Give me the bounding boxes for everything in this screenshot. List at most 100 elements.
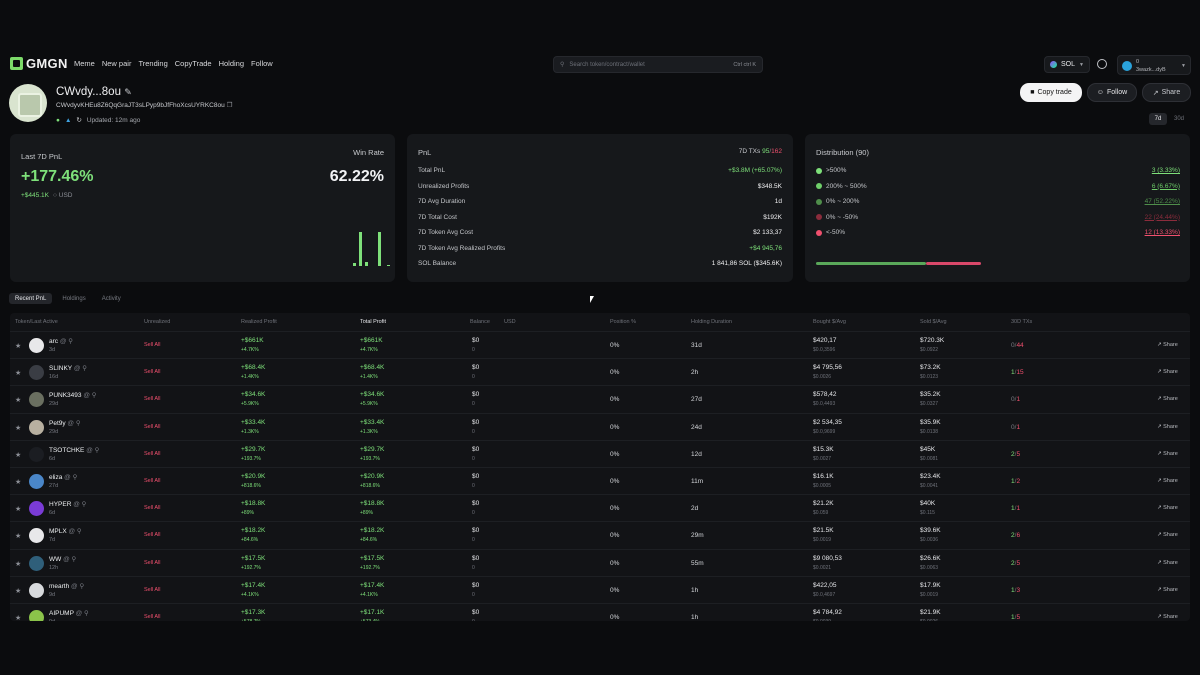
tab-activity[interactable]: Activity [101, 295, 121, 302]
col-position[interactable]: Position % [610, 319, 636, 325]
star-icon[interactable]: ★ [15, 424, 22, 432]
star-icon[interactable]: ★ [15, 560, 22, 568]
col-usd[interactable]: USD [504, 319, 516, 325]
table-row[interactable]: ★ WW @ ⚲ 12h Sell All +$17.5K +192.7% +$17.5K +… [10, 548, 1190, 576]
row-share-button[interactable]: ↗ Share [1157, 342, 1178, 348]
col-bought[interactable]: Bought $/Avg [813, 319, 846, 325]
star-icon[interactable]: ★ [15, 397, 22, 405]
star-icon[interactable]: ★ [15, 587, 22, 595]
link-icon[interactable]: @ ⚲ [58, 338, 74, 345]
star-icon[interactable]: ★ [15, 343, 22, 350]
nav-meme[interactable]: Meme [74, 59, 95, 68]
row-share-button[interactable]: ↗ Share [1157, 614, 1178, 620]
col-unrealized[interactable]: Unrealized [144, 319, 171, 325]
row-share-button[interactable]: ↗ Share [1157, 560, 1178, 566]
row-share-button[interactable]: ↗ Share [1157, 369, 1178, 375]
row-share-button[interactable]: ↗ Share [1157, 505, 1178, 511]
token-name-wrap[interactable]: TSOTCHKE @ ⚲ [49, 446, 99, 454]
star-icon[interactable]: ★ [15, 370, 22, 378]
sell-all-button[interactable]: Sell All [144, 450, 161, 457]
token-name-wrap[interactable]: AIPUMP @ ⚲ [49, 609, 89, 617]
usd-toggle[interactable]: ○ USD [53, 192, 73, 199]
refresh-icon[interactable]: ↻ [76, 117, 82, 124]
tab-recent-pnl[interactable]: Recent PnL [9, 293, 53, 304]
link-icon[interactable]: @ ⚲ [81, 392, 97, 400]
token-name-wrap[interactable]: SLINKY @ ⚲ [49, 364, 87, 372]
distribution-value[interactable]: 12 (13.33%) [1144, 229, 1180, 236]
token-name-wrap[interactable]: mearth @ ⚲ [49, 582, 84, 590]
col-realized[interactable]: Realized Profit [241, 319, 277, 325]
sell-all-button[interactable]: Sell All [144, 478, 161, 484]
token-name-wrap[interactable]: MPLX @ ⚲ [49, 527, 82, 535]
table-row[interactable]: ★ eliza @ ⚲ 27d Sell All +$20.9K +818.6% +$20.… [10, 467, 1190, 494]
star-icon[interactable]: ★ [15, 451, 22, 459]
col-total[interactable]: Total Profit [360, 319, 386, 325]
table-row[interactable]: ★ arc @ ⚲ 3d Sell All +$661K +4.7K% +$661K +4.7… [10, 331, 1190, 358]
token-name-wrap[interactable]: arc @ ⚲ [49, 337, 73, 345]
token-name-wrap[interactable]: HYPER @ ⚲ [49, 500, 86, 508]
table-row[interactable]: ★ AIPUMP @ ⚲ 9d Sell All +$17.3K +578.7% +$17.… [10, 603, 1190, 621]
settings-icon[interactable] [1097, 59, 1107, 69]
star-icon[interactable]: ★ [15, 506, 22, 514]
sell-all-button[interactable]: Sell All [144, 532, 161, 539]
col-sold[interactable]: Sold $/Avg [920, 319, 947, 325]
sell-all-button[interactable]: Sell All [144, 586, 161, 593]
nav-holding[interactable]: Holding [218, 59, 245, 68]
token-name-wrap[interactable]: PUNK3493 @ ⚲ [49, 391, 97, 399]
star-icon[interactable]: ★ [15, 615, 22, 621]
table-row[interactable]: ★ HYPER @ ⚲ 6d Sell All +$18.8K +89% +$18.8K +8… [10, 494, 1190, 521]
row-share-button[interactable]: ↗ Share [1157, 532, 1178, 538]
sell-all-button[interactable]: Sell All [144, 369, 161, 376]
link-icon[interactable]: @ ⚲ [69, 582, 85, 590]
star-icon[interactable]: ★ [15, 533, 22, 541]
sell-all-button[interactable]: Sell All [144, 396, 161, 403]
logo[interactable]: GMGN [10, 56, 68, 71]
link-icon[interactable]: @ ⚲ [73, 610, 89, 617]
distribution-value[interactable]: 47 (52.22%) [1144, 198, 1180, 205]
star-icon[interactable]: ★ [15, 479, 22, 486]
row-share-button[interactable]: ↗ Share [1157, 587, 1178, 593]
distribution-value[interactable]: 22 (24.44%) [1144, 213, 1180, 221]
share-button[interactable]: ↗ Share [1142, 83, 1191, 102]
edit-icon[interactable]: ✎ [124, 87, 132, 97]
sell-all-button[interactable]: Sell All [144, 423, 161, 430]
table-row[interactable]: ★ PUNK3493 @ ⚲ 29d Sell All +$34.6K +5.9K% +$3… [10, 385, 1190, 412]
sell-all-button[interactable]: Sell All [144, 505, 161, 512]
row-share-button[interactable]: ↗ Share [1157, 451, 1178, 457]
link-icon[interactable]: @ ⚲ [61, 555, 77, 563]
row-share-button[interactable]: ↗ Share [1157, 424, 1178, 430]
distribution-value[interactable]: 3 (3.33%) [1151, 167, 1180, 174]
token-name-wrap[interactable]: eliza @ ⚲ [49, 473, 77, 481]
link-icon[interactable]: @ ⚲ [72, 365, 87, 373]
follow-button[interactable]: ☺ Follow [1087, 83, 1137, 102]
row-share-button[interactable]: ↗ Share [1157, 478, 1178, 484]
copy-trade-button[interactable]: ■ Copy trade [1020, 83, 1082, 102]
period-7d[interactable]: 7d [1149, 113, 1167, 125]
search-input[interactable]: ⚲ Search token/contract/wallet Ctrl ctrl… [553, 56, 763, 73]
link-icon[interactable]: @ ⚲ [62, 474, 78, 481]
col-txs[interactable]: 30D TXs [1011, 319, 1033, 325]
sell-all-button[interactable]: Sell All [144, 559, 161, 566]
sell-all-button[interactable]: Sell All [144, 342, 161, 348]
link-icon[interactable]: @ ⚲ [71, 501, 87, 509]
distribution-value[interactable]: 6 (6.67%) [1151, 182, 1180, 190]
copy-icon[interactable]: ❐ [226, 102, 233, 109]
token-name-wrap[interactable]: WW @ ⚲ [49, 555, 76, 563]
link-icon[interactable]: @ ⚲ [84, 446, 100, 454]
table-row[interactable]: ★ SLINKY @ ⚲ 16d Sell All +$68.4K +1.4K% +$68.… [10, 358, 1190, 385]
sell-all-button[interactable]: Sell All [144, 614, 161, 620]
row-share-button[interactable]: ↗ Share [1157, 396, 1178, 402]
period-30d[interactable]: 30d [1173, 116, 1184, 122]
tab-holdings[interactable]: Holdings [62, 295, 86, 302]
nav-follow[interactable]: Follow [251, 59, 273, 68]
chain-selector[interactable]: SOL ▼ [1044, 56, 1090, 73]
table-row[interactable]: ★ MPLX @ ⚲ 7d Sell All +$18.2K +84.6% +$18.2K +… [10, 521, 1190, 548]
table-row[interactable]: ★ mearth @ ⚲ 9d Sell All +$17.4K +4.1K% +$17.4… [10, 575, 1190, 603]
table-row[interactable]: ★ Pet9y @ ⚲ 29d Sell All +$33.4K +1.3K% +$33.4… [10, 412, 1190, 440]
nav-copytrade[interactable]: CopyTrade [174, 59, 212, 68]
nav-trending[interactable]: Trending [138, 59, 168, 68]
nav-new-pair[interactable]: New pair [101, 59, 132, 68]
wallet-button[interactable]: 0 3wazk...dyB ▼ [1117, 55, 1191, 75]
link-icon[interactable]: @ ⚲ [66, 528, 82, 536]
table-row[interactable]: ★ TSOTCHKE @ ⚲ 6d Sell All +$29.7K +193.7% +$2… [10, 439, 1190, 467]
